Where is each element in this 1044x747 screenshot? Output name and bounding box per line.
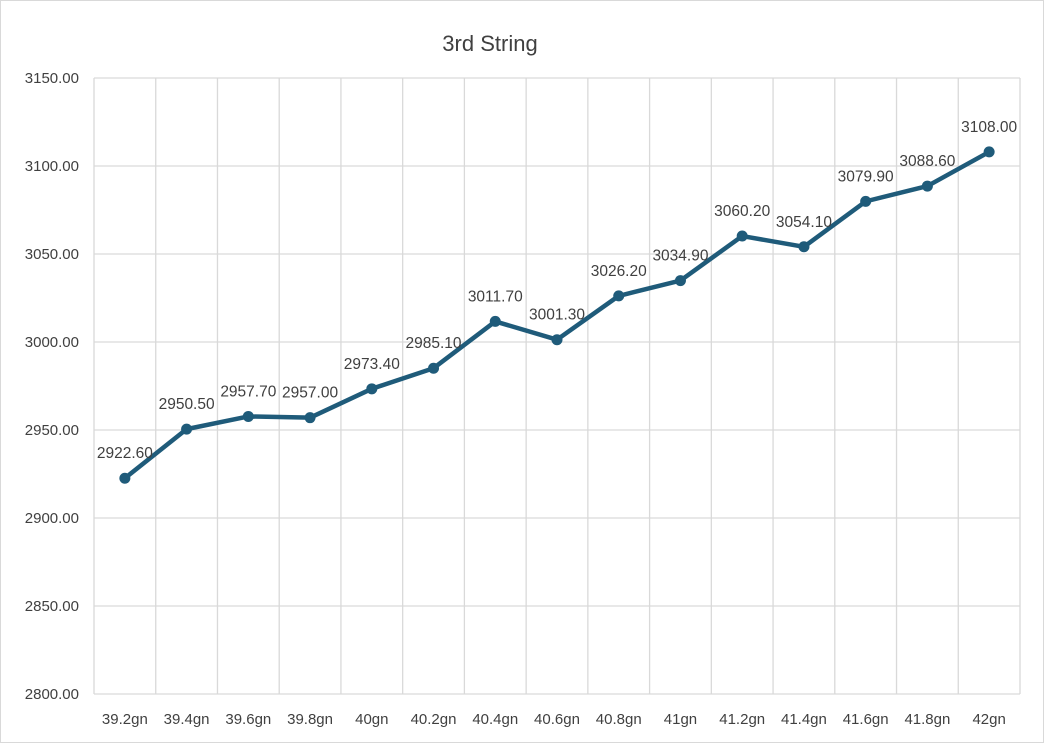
data-label: 2985.10 [406, 335, 462, 352]
x-tick-label: 41.2gn [719, 711, 765, 728]
x-tick-label: 41gn [664, 711, 697, 728]
data-point [119, 472, 131, 484]
data-point [798, 241, 810, 253]
x-tick-label: 39.2gn [102, 711, 148, 728]
x-tick-label: 40.2gn [411, 711, 457, 728]
data-label: 2950.50 [159, 396, 215, 413]
x-tick-label: 39.8gn [287, 711, 333, 728]
x-tick-label: 41.6gn [843, 711, 889, 728]
data-point [613, 290, 625, 302]
data-label: 2973.40 [344, 356, 400, 373]
x-tick-label: 40.8gn [596, 711, 642, 728]
x-tick-label: 39.6gn [225, 711, 271, 728]
y-tick-label: 2800.00 [25, 686, 79, 703]
y-tick-label: 3050.00 [25, 246, 79, 263]
data-label: 3001.30 [529, 307, 585, 324]
data-label: 3011.70 [468, 288, 523, 305]
y-axis-ticks: 2800.00 2850.00 2900.00 2950.00 3000.00 3050.… [25, 70, 79, 703]
x-tick-label: 39.4gn [164, 711, 210, 728]
data-labels: 2922.60 2950.50 2957.70 2957.00 2973.40 2985.… [97, 119, 1018, 462]
data-label: 2957.70 [220, 383, 276, 400]
data-label: 3034.90 [652, 248, 708, 265]
series-layer [119, 146, 995, 484]
data-point [736, 230, 748, 242]
data-point [181, 423, 193, 435]
data-point [304, 412, 316, 424]
data-point [551, 334, 563, 346]
y-tick-label: 3150.00 [25, 70, 79, 87]
y-tick-label: 3000.00 [25, 334, 79, 351]
data-label: 2922.60 [97, 445, 153, 462]
data-label: 3060.20 [714, 203, 770, 220]
chart-title: 3rd String [442, 31, 537, 56]
data-point [366, 383, 378, 395]
data-point [921, 180, 933, 192]
data-point [489, 315, 501, 327]
x-tick-label: 40.4gn [472, 711, 518, 728]
data-label: 2957.00 [282, 385, 338, 402]
data-point [983, 146, 995, 158]
data-label: 3079.90 [838, 168, 894, 185]
data-label: 3108.00 [961, 119, 1017, 136]
data-label: 3088.60 [899, 153, 955, 170]
gridlines [93, 77, 1021, 695]
x-tick-label: 41.4gn [781, 711, 827, 728]
y-tick-label: 2950.00 [25, 422, 79, 439]
x-tick-label: 40.6gn [534, 711, 580, 728]
data-point [242, 410, 254, 422]
data-point [860, 195, 872, 207]
x-tick-label: 41.8gn [904, 711, 950, 728]
x-tick-label: 40gn [355, 711, 388, 728]
y-tick-label: 2850.00 [25, 598, 79, 615]
data-point [428, 362, 440, 374]
y-tick-label: 2900.00 [25, 510, 79, 527]
y-tick-label: 3100.00 [25, 158, 79, 175]
data-label: 3054.10 [776, 214, 832, 231]
data-label: 3026.20 [591, 263, 647, 280]
x-axis-ticks: 39.2gn 39.4gn 39.6gn 39.8gn 40gn 40.2gn 40.4gn… [102, 711, 1006, 728]
data-point [674, 275, 686, 287]
x-tick-label: 42gn [972, 711, 1005, 728]
